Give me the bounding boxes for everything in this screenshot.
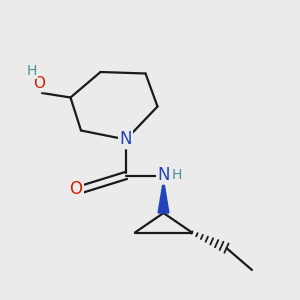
Text: N: N (120, 130, 132, 148)
Bar (156, 169, 176, 181)
Text: N: N (158, 166, 170, 184)
Text: O: O (33, 76, 45, 92)
Polygon shape (158, 180, 169, 213)
Bar (69, 183, 84, 195)
Text: O: O (69, 180, 82, 198)
Bar (118, 134, 134, 146)
Text: H: H (172, 168, 182, 182)
Text: H: H (27, 64, 37, 78)
